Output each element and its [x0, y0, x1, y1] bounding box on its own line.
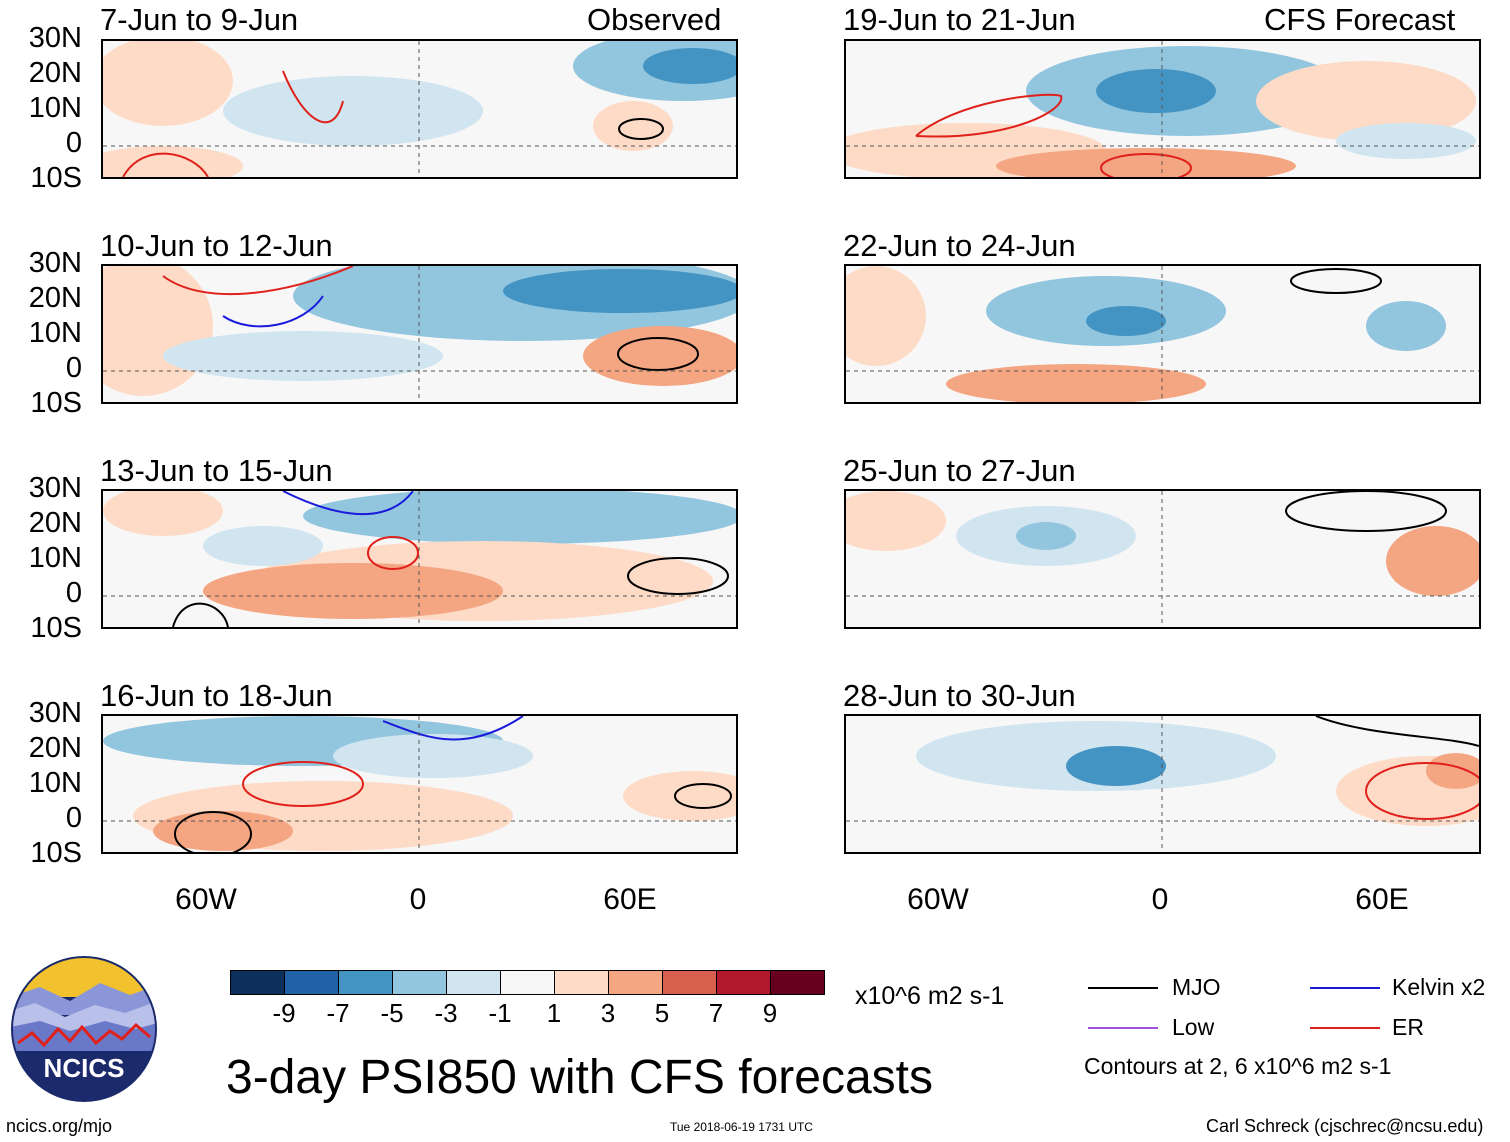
latitude-label: 20N: [28, 57, 82, 89]
longitude-label: 0: [409, 883, 427, 916]
colorbar-swatch: [284, 970, 339, 995]
legend-kelvin-label: Kelvin x2: [1392, 974, 1486, 1000]
longitude-label: 60W: [175, 883, 237, 916]
longitude-label: 60W: [907, 883, 969, 916]
panel-title: 22-Jun to 24-Jun: [843, 228, 1076, 263]
latitude-label: 20N: [28, 282, 82, 314]
latitude-label: 30N: [28, 247, 82, 279]
map-panel: [844, 489, 1481, 629]
colorbar-swatch: [338, 970, 393, 995]
longitude-label: 60E: [603, 883, 657, 916]
legend-mjo-label: MJO: [1172, 974, 1221, 1000]
anomaly-field: [846, 491, 1479, 627]
longitude-label: 60E: [1355, 883, 1409, 916]
legend-mjo-line: [1088, 987, 1158, 989]
map-panel: [101, 489, 738, 629]
colorbar-swatch: [500, 970, 555, 995]
forecast-label: CFS Forecast: [1264, 2, 1456, 37]
latitude-label: 10N: [28, 317, 82, 349]
latitude-label: 10N: [28, 767, 82, 799]
map-panel: [844, 39, 1481, 179]
panel-title: 25-Jun to 27-Jun: [843, 453, 1076, 488]
colorbar-tick-label: -1: [488, 998, 512, 1028]
latitude-label: 20N: [28, 507, 82, 539]
colorbar-swatch: [446, 970, 501, 995]
colorbar-swatch: [554, 970, 609, 995]
latitude-label: 30N: [28, 22, 82, 54]
legend-low-label: Low: [1172, 1014, 1215, 1040]
legend-low-line: [1088, 1027, 1158, 1029]
legend-er-label: ER: [1392, 1014, 1424, 1040]
map-panel: [844, 714, 1481, 854]
latitude-label: 10S: [30, 387, 82, 419]
latitude-label: 10S: [30, 612, 82, 644]
observed-label: Observed: [587, 2, 722, 37]
latitude-label: 20N: [28, 732, 82, 764]
colorbar-swatch: [770, 970, 825, 995]
anomaly-field: [846, 41, 1479, 177]
latitude-label: 10S: [30, 837, 82, 869]
latitude-label: 10N: [28, 92, 82, 124]
latitude-label: 30N: [28, 697, 82, 729]
latitude-label: 0: [65, 352, 82, 384]
anomaly-field: [846, 266, 1479, 402]
latitude-label: 0: [65, 577, 82, 609]
footer-author: Carl Schreck (cjschrec@ncsu.edu): [1206, 1116, 1484, 1136]
colorbar-tick-label: -3: [434, 998, 458, 1028]
colorbar-swatch: [608, 970, 663, 995]
anomaly-field: [846, 716, 1479, 852]
panel-title: 13-Jun to 15-Jun: [100, 453, 333, 488]
footer-timestamp: Tue 2018-06-19 1731 UTC: [670, 1120, 813, 1134]
anomaly-field: [103, 41, 736, 177]
panel-title: 28-Jun to 30-Jun: [843, 678, 1076, 713]
map-panel: [101, 714, 738, 854]
panel-title: 7-Jun to 9-Jun: [100, 2, 299, 37]
colorbar-tick-label: 1: [546, 998, 562, 1028]
colorbar-units: x10^6 m2 s-1: [855, 982, 1005, 1010]
contour-note: Contours at 2, 6 x10^6 m2 s-1: [1084, 1053, 1392, 1079]
latitude-label: 0: [65, 127, 82, 159]
latitude-label: 30N: [28, 472, 82, 504]
ncics-logo: NCICS: [10, 955, 158, 1103]
colorbar-tick-label: 5: [654, 998, 670, 1028]
anomaly-field: [103, 716, 736, 852]
colorbar-swatch: [392, 970, 447, 995]
panel-title: 19-Jun to 21-Jun: [843, 2, 1076, 37]
latitude-label: 0: [65, 802, 82, 834]
colorbar-tick-label: -9: [272, 998, 296, 1028]
panel-title: 16-Jun to 18-Jun: [100, 678, 333, 713]
colorbar-swatch: [716, 970, 771, 995]
colorbar-tick-label: -7: [326, 998, 350, 1028]
logo-text: NCICS: [44, 1053, 125, 1083]
legend-er-line: [1310, 1027, 1380, 1029]
map-panel: [101, 39, 738, 179]
colorbar-tick-label: -5: [380, 998, 404, 1028]
main-title: 3-day PSI850 with CFS forecasts: [226, 1051, 933, 1104]
colorbar-swatch: [662, 970, 717, 995]
footer-url[interactable]: ncics.org/mjo: [6, 1116, 113, 1136]
map-panel: [844, 264, 1481, 404]
panel-title: 10-Jun to 12-Jun: [100, 228, 333, 263]
longitude-label: 0: [1151, 883, 1169, 916]
colorbar-tick-label: 7: [708, 998, 724, 1028]
anomaly-field: [103, 491, 736, 627]
latitude-label: 10N: [28, 542, 82, 574]
colorbar-tick-label: 3: [600, 998, 616, 1028]
legend-kelvin-line: [1310, 987, 1380, 989]
latitude-label: 10S: [30, 162, 82, 194]
colorbar-swatch: [230, 970, 285, 995]
map-panel: [101, 264, 738, 404]
colorbar-tick-label: 9: [762, 998, 778, 1028]
anomaly-field: [103, 266, 736, 402]
